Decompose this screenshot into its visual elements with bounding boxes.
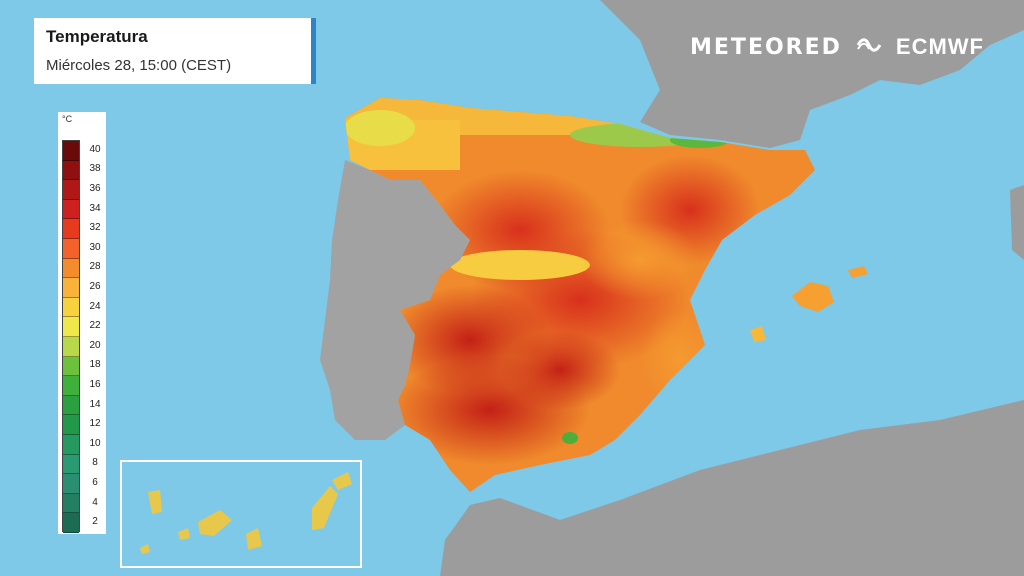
legend-swatch	[63, 415, 79, 435]
legend-swatch	[63, 219, 79, 239]
legend-swatch	[63, 434, 79, 455]
ecmwf-icon	[856, 34, 882, 60]
africa-land	[440, 400, 1024, 576]
map-title: Temperatura	[46, 27, 148, 46]
legend-swatch	[63, 493, 79, 514]
legend-tick-label: 38	[89, 163, 101, 175]
legend-tick-label: 28	[89, 261, 101, 273]
legend-swatch	[63, 474, 79, 494]
menorca-land	[848, 266, 868, 278]
ecmwf-logo: ECMWF	[895, 34, 984, 59]
mallorca-land	[792, 282, 834, 312]
legend-swatch	[63, 336, 79, 357]
legend-swatch	[63, 356, 79, 377]
legend-swatch	[63, 376, 79, 396]
legend-tick-label: 6	[92, 477, 98, 488]
legend-swatch	[63, 317, 79, 337]
legend-tick-label: 32	[89, 222, 101, 234]
legend-tick-label: 8	[92, 457, 98, 469]
legend-swatch	[63, 258, 79, 279]
title-box: Temperatura Miércoles 28, 15:00 (CEST)	[34, 18, 316, 84]
legend-tick-label: 14	[89, 398, 101, 410]
france-land	[600, 0, 1024, 148]
legend-tick-label: 34	[89, 202, 101, 214]
legend-swatch	[63, 238, 79, 259]
legend-swatch	[63, 160, 79, 181]
canary-islands-inset	[120, 460, 362, 568]
legend-tick-label: 10	[89, 437, 101, 449]
legend-tick-label: 22	[89, 320, 101, 332]
legend-swatch	[63, 454, 79, 475]
temperature-legend: °C 40 38 36 34 32 30 28 26 24 22 20 18 16 14 12 10 8 6 4 2	[58, 112, 106, 534]
legend-swatch	[63, 278, 79, 298]
legend-tick-label: 2	[92, 516, 98, 528]
legend-swatch	[63, 297, 79, 318]
sardinia-land	[1010, 185, 1024, 260]
legend-swatch	[63, 180, 79, 200]
legend-tick-label: 12	[89, 418, 101, 430]
legend-tick-label: 24	[89, 300, 101, 312]
legend-tick-label: 18	[89, 359, 101, 371]
legend-tick-label: 30	[89, 241, 101, 253]
map-subtitle: Miércoles 28, 15:00 (CEST)	[46, 57, 232, 74]
legend-tick-label: 16	[89, 379, 101, 390]
legend-swatch	[63, 513, 79, 533]
legend-tick-label: 4	[92, 496, 98, 508]
legend-tick-label: 40	[89, 143, 101, 155]
legend-unit: °C	[62, 114, 73, 124]
legend-color-bar	[62, 140, 80, 533]
legend-tick-label: 20	[89, 339, 101, 351]
legend-swatch	[63, 141, 79, 161]
logos: METEORED ECMWF	[690, 34, 984, 60]
ibiza-land	[750, 326, 766, 342]
legend-tick-label: 26	[89, 281, 101, 292]
legend-swatch	[63, 395, 79, 416]
legend-swatch	[63, 199, 79, 220]
legend-tick-label: 36	[89, 183, 101, 194]
meteored-logo: METEORED	[690, 34, 842, 60]
portugal-land	[320, 160, 470, 440]
